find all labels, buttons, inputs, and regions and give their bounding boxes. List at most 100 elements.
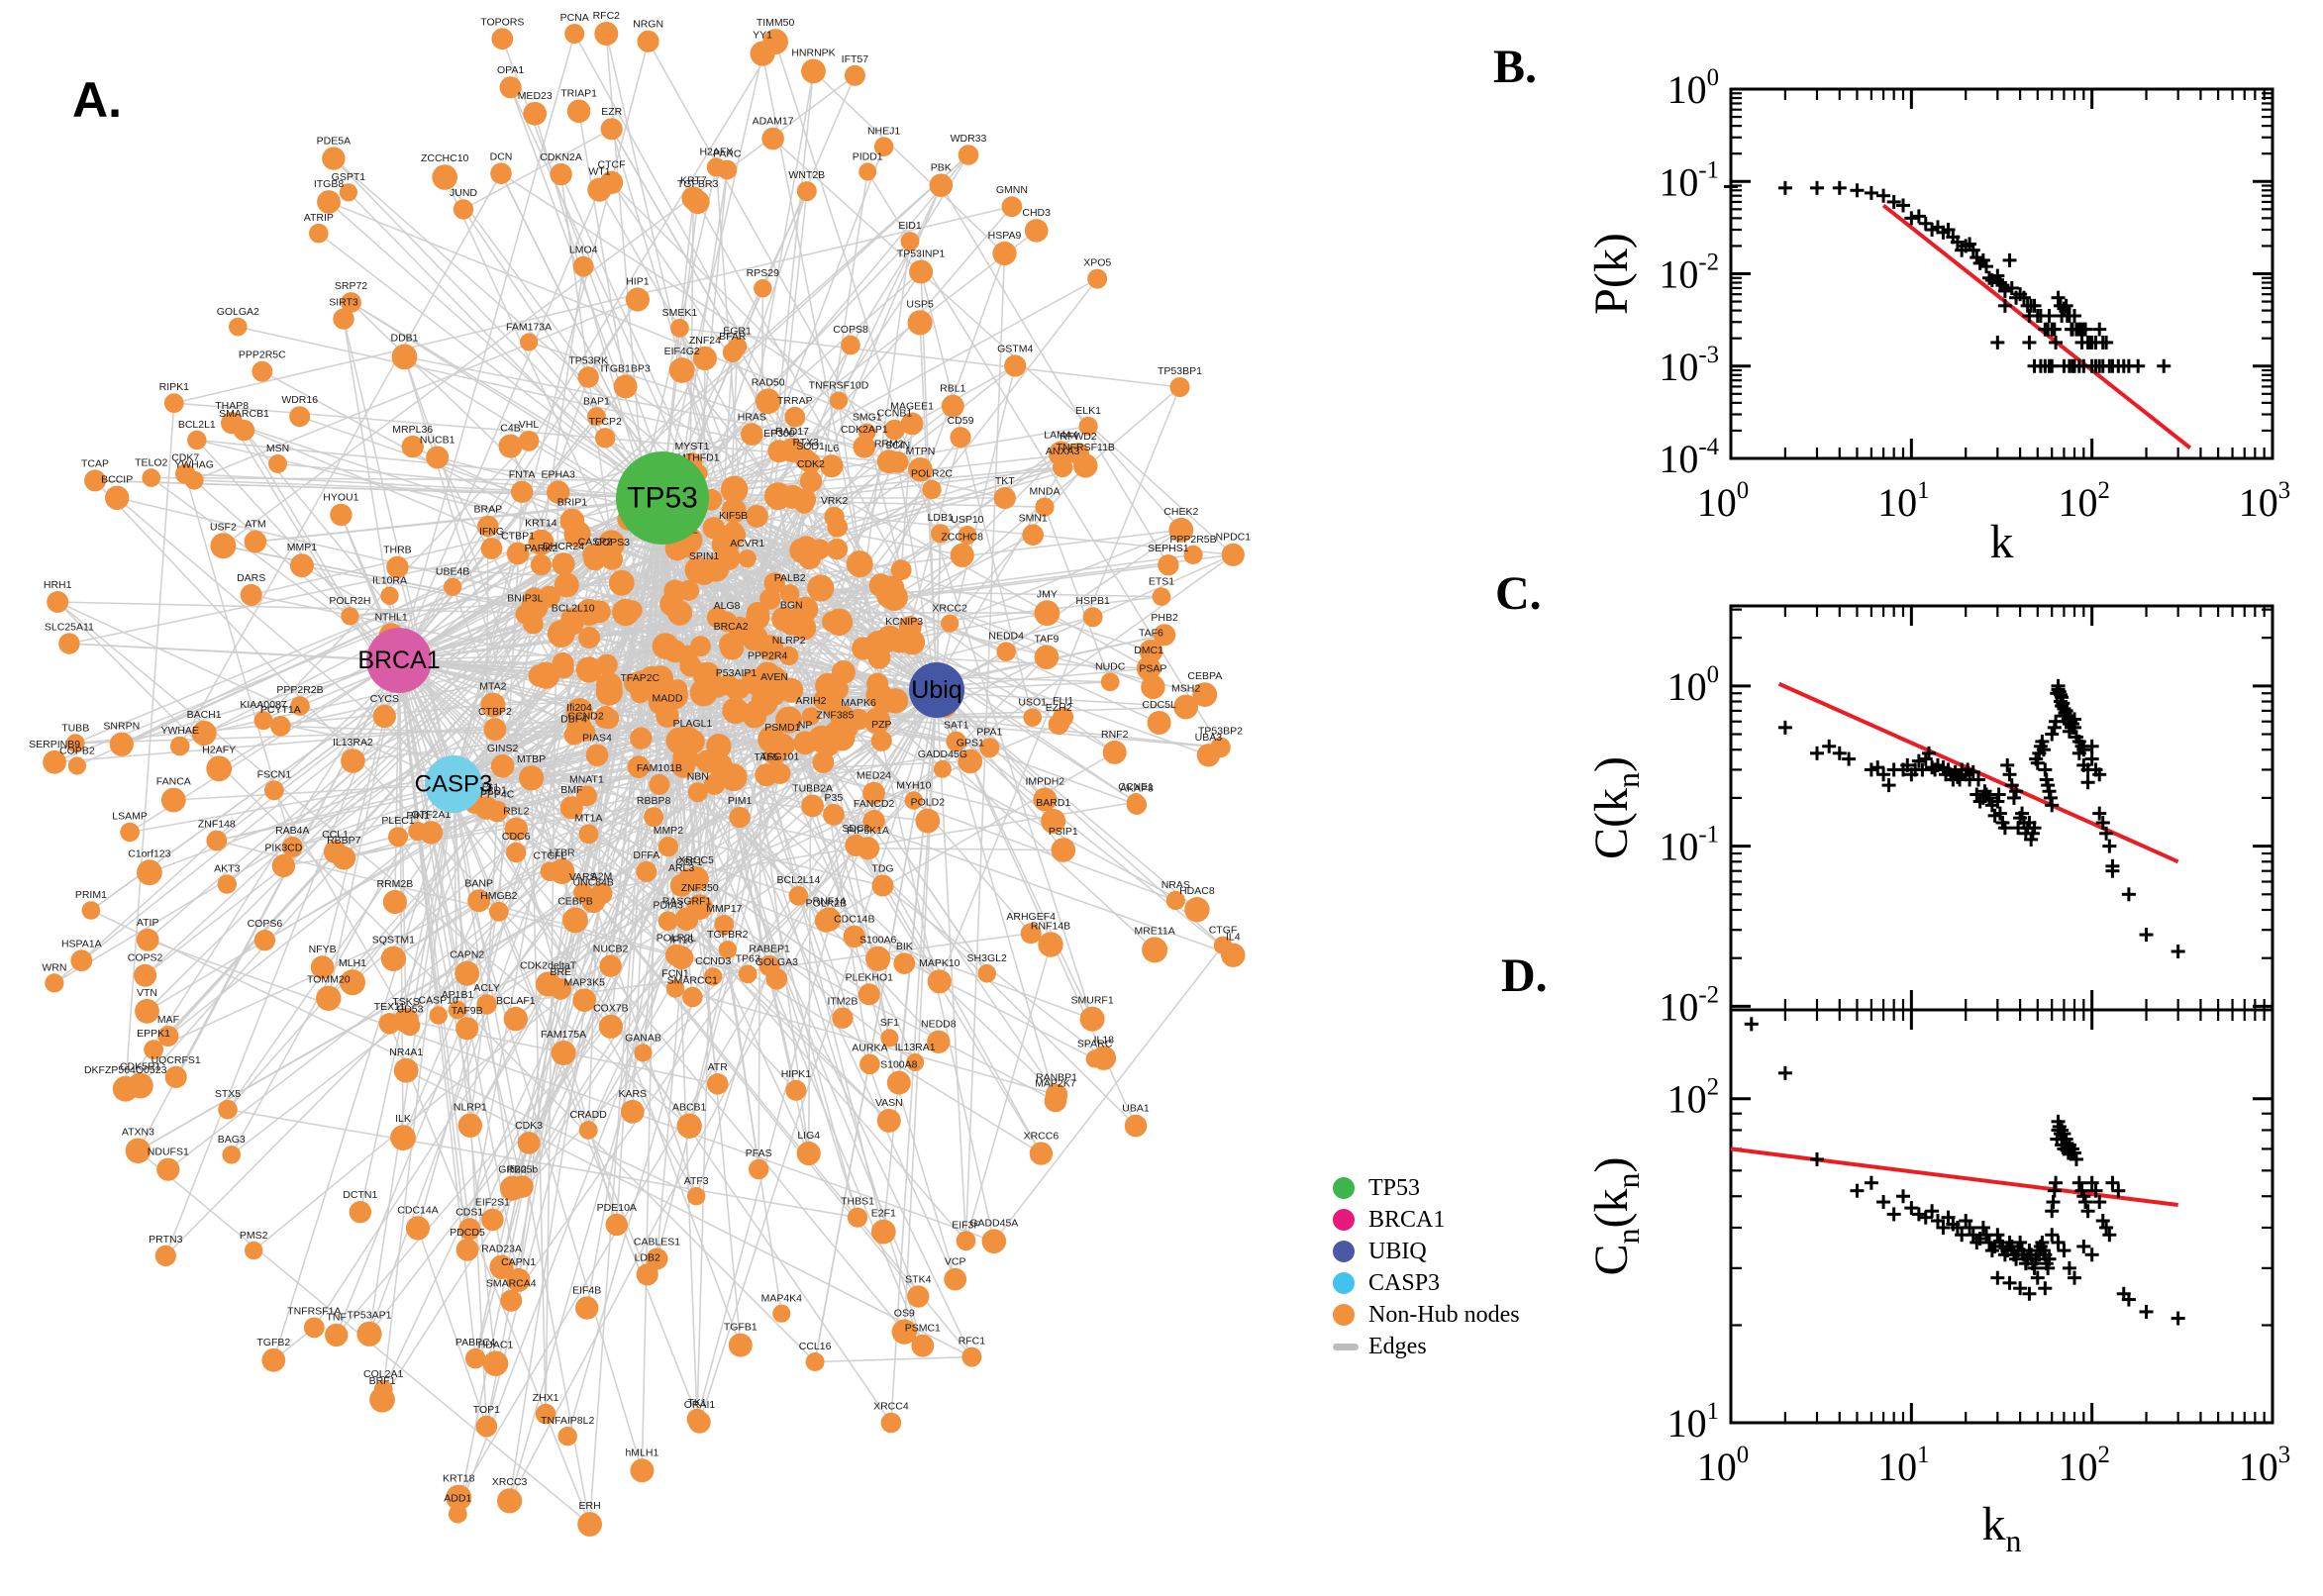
non-hub-node: [533, 661, 560, 689]
node-label: WDR16: [281, 394, 318, 406]
node-label: CDKN2A: [540, 151, 582, 163]
node-label: ADD1: [444, 1493, 471, 1505]
tick-label: 103: [2239, 477, 2290, 525]
non-hub-node: [446, 1484, 472, 1511]
non-hub-node: [762, 29, 788, 54]
node-label: ELK1: [1075, 405, 1101, 417]
non-hub-node: [793, 731, 817, 755]
node-label: RNF14B: [1031, 920, 1070, 932]
node-label: CCND2: [568, 711, 604, 723]
non-hub-node: [946, 731, 966, 752]
node-label: SCIN: [885, 440, 910, 451]
non-hub-node: [950, 543, 974, 567]
non-hub-node: [577, 1512, 602, 1537]
node-label: COPS3: [594, 537, 630, 549]
node-label: MRPL36: [392, 424, 433, 436]
non-hub-node: [944, 1267, 967, 1291]
node-label: YWHAE: [160, 725, 199, 737]
non-hub-node: [426, 446, 450, 469]
non-hub-node: [578, 1121, 598, 1140]
node-label: IL13RA1: [895, 1042, 936, 1053]
non-hub-node: [1192, 682, 1218, 707]
node-label: EGR1: [723, 325, 752, 337]
non-hub-node: [594, 22, 619, 46]
non-hub-node: [754, 279, 772, 298]
non-hub-node: [892, 627, 916, 651]
non-hub-node: [1073, 453, 1098, 478]
node-label: EID1: [898, 220, 922, 232]
fit-line: [1881, 203, 2192, 449]
node-label: POLR2B: [806, 897, 847, 909]
non-hub-node: [464, 1347, 486, 1369]
tick-label: 100: [1667, 64, 1719, 112]
node-label: TP53RK: [568, 354, 608, 366]
node-label: SDC2: [842, 823, 869, 835]
node-label: SMG1: [853, 411, 882, 423]
node-label: VTN: [137, 987, 157, 999]
node-label: PPP2R5B: [1169, 534, 1216, 546]
non-hub-node: [891, 1319, 917, 1345]
node-label: PCNA: [560, 12, 589, 24]
non-hub-node: [746, 601, 770, 626]
non-hub-node: [458, 1218, 481, 1241]
node-label: CTGF: [1209, 925, 1238, 937]
node-label: EIF3F: [952, 1219, 980, 1231]
non-hub-node: [941, 614, 960, 633]
non-hub-node: [1142, 937, 1168, 963]
node-label: ZNF24: [689, 335, 721, 347]
non-hub-node: [1052, 456, 1073, 478]
non-hub-node: [253, 711, 273, 731]
node-label: AURKA: [852, 1043, 887, 1054]
node-label: MADD: [653, 692, 683, 704]
non-hub-node: [390, 1125, 416, 1150]
non-hub-node: [538, 585, 560, 608]
non-hub-node: [801, 794, 824, 818]
node-label: RASGRF1: [662, 895, 712, 907]
non-hub-node: [58, 633, 80, 654]
node-label: JMY: [1037, 588, 1058, 600]
non-hub-node: [915, 808, 941, 834]
non-hub-node: [261, 1347, 286, 1372]
non-hub-node: [1165, 890, 1185, 911]
node-label: PABPC4: [455, 1337, 496, 1348]
non-hub-node: [252, 360, 273, 382]
non-hub-node: [634, 1044, 653, 1062]
non-hub-node: [668, 357, 695, 383]
node-label: IL4: [1226, 932, 1241, 944]
non-hub-node: [483, 718, 507, 742]
non-hub-node: [843, 925, 865, 948]
node-label: SNRPN: [103, 721, 140, 733]
non-hub-node: [722, 343, 743, 362]
non-hub-node: [824, 506, 845, 528]
non-hub-node: [1169, 377, 1190, 397]
node-label: HYOU1: [323, 492, 358, 504]
node-label: CTCF: [598, 159, 626, 171]
non-hub-node: [475, 1415, 498, 1438]
node-label: TKT: [995, 475, 1015, 487]
non-hub-node: [880, 1029, 899, 1047]
node-label: MAPK10: [919, 957, 960, 969]
non-hub-node: [552, 552, 575, 576]
non-hub-node: [958, 526, 977, 545]
node-label: FLI1: [1053, 695, 1073, 707]
non-hub-node: [763, 572, 785, 594]
node-label: TNFRSF11B: [1057, 442, 1115, 453]
hub-BRCA1: BRCA1: [357, 628, 441, 693]
non-hub-node: [762, 682, 786, 706]
node-label: PIK3CD: [264, 843, 302, 854]
non-hub-node: [448, 1000, 467, 1020]
node-label: THAP8: [215, 400, 249, 412]
non-hub-node: [729, 806, 751, 829]
node-label: KRT7: [680, 175, 707, 187]
node-label: HRAS: [738, 411, 766, 423]
non-hub-node: [859, 1053, 880, 1075]
node-label: RABEP1: [749, 944, 790, 955]
node-label: ACVR1: [730, 538, 764, 549]
tick-label: 10-4: [1659, 434, 1719, 481]
non-hub-node: [333, 308, 354, 330]
node-label: TCAP: [81, 457, 109, 469]
node-label: PIM1: [728, 795, 753, 807]
node-label: IMPDH2: [1025, 775, 1064, 787]
non-hub-node: [665, 979, 685, 998]
network-panel: TCAP Ifi204 H2AFY ZCCHC8 CDS1 hMLH1 MRPL36 BAP1…: [29, 10, 1251, 1537]
